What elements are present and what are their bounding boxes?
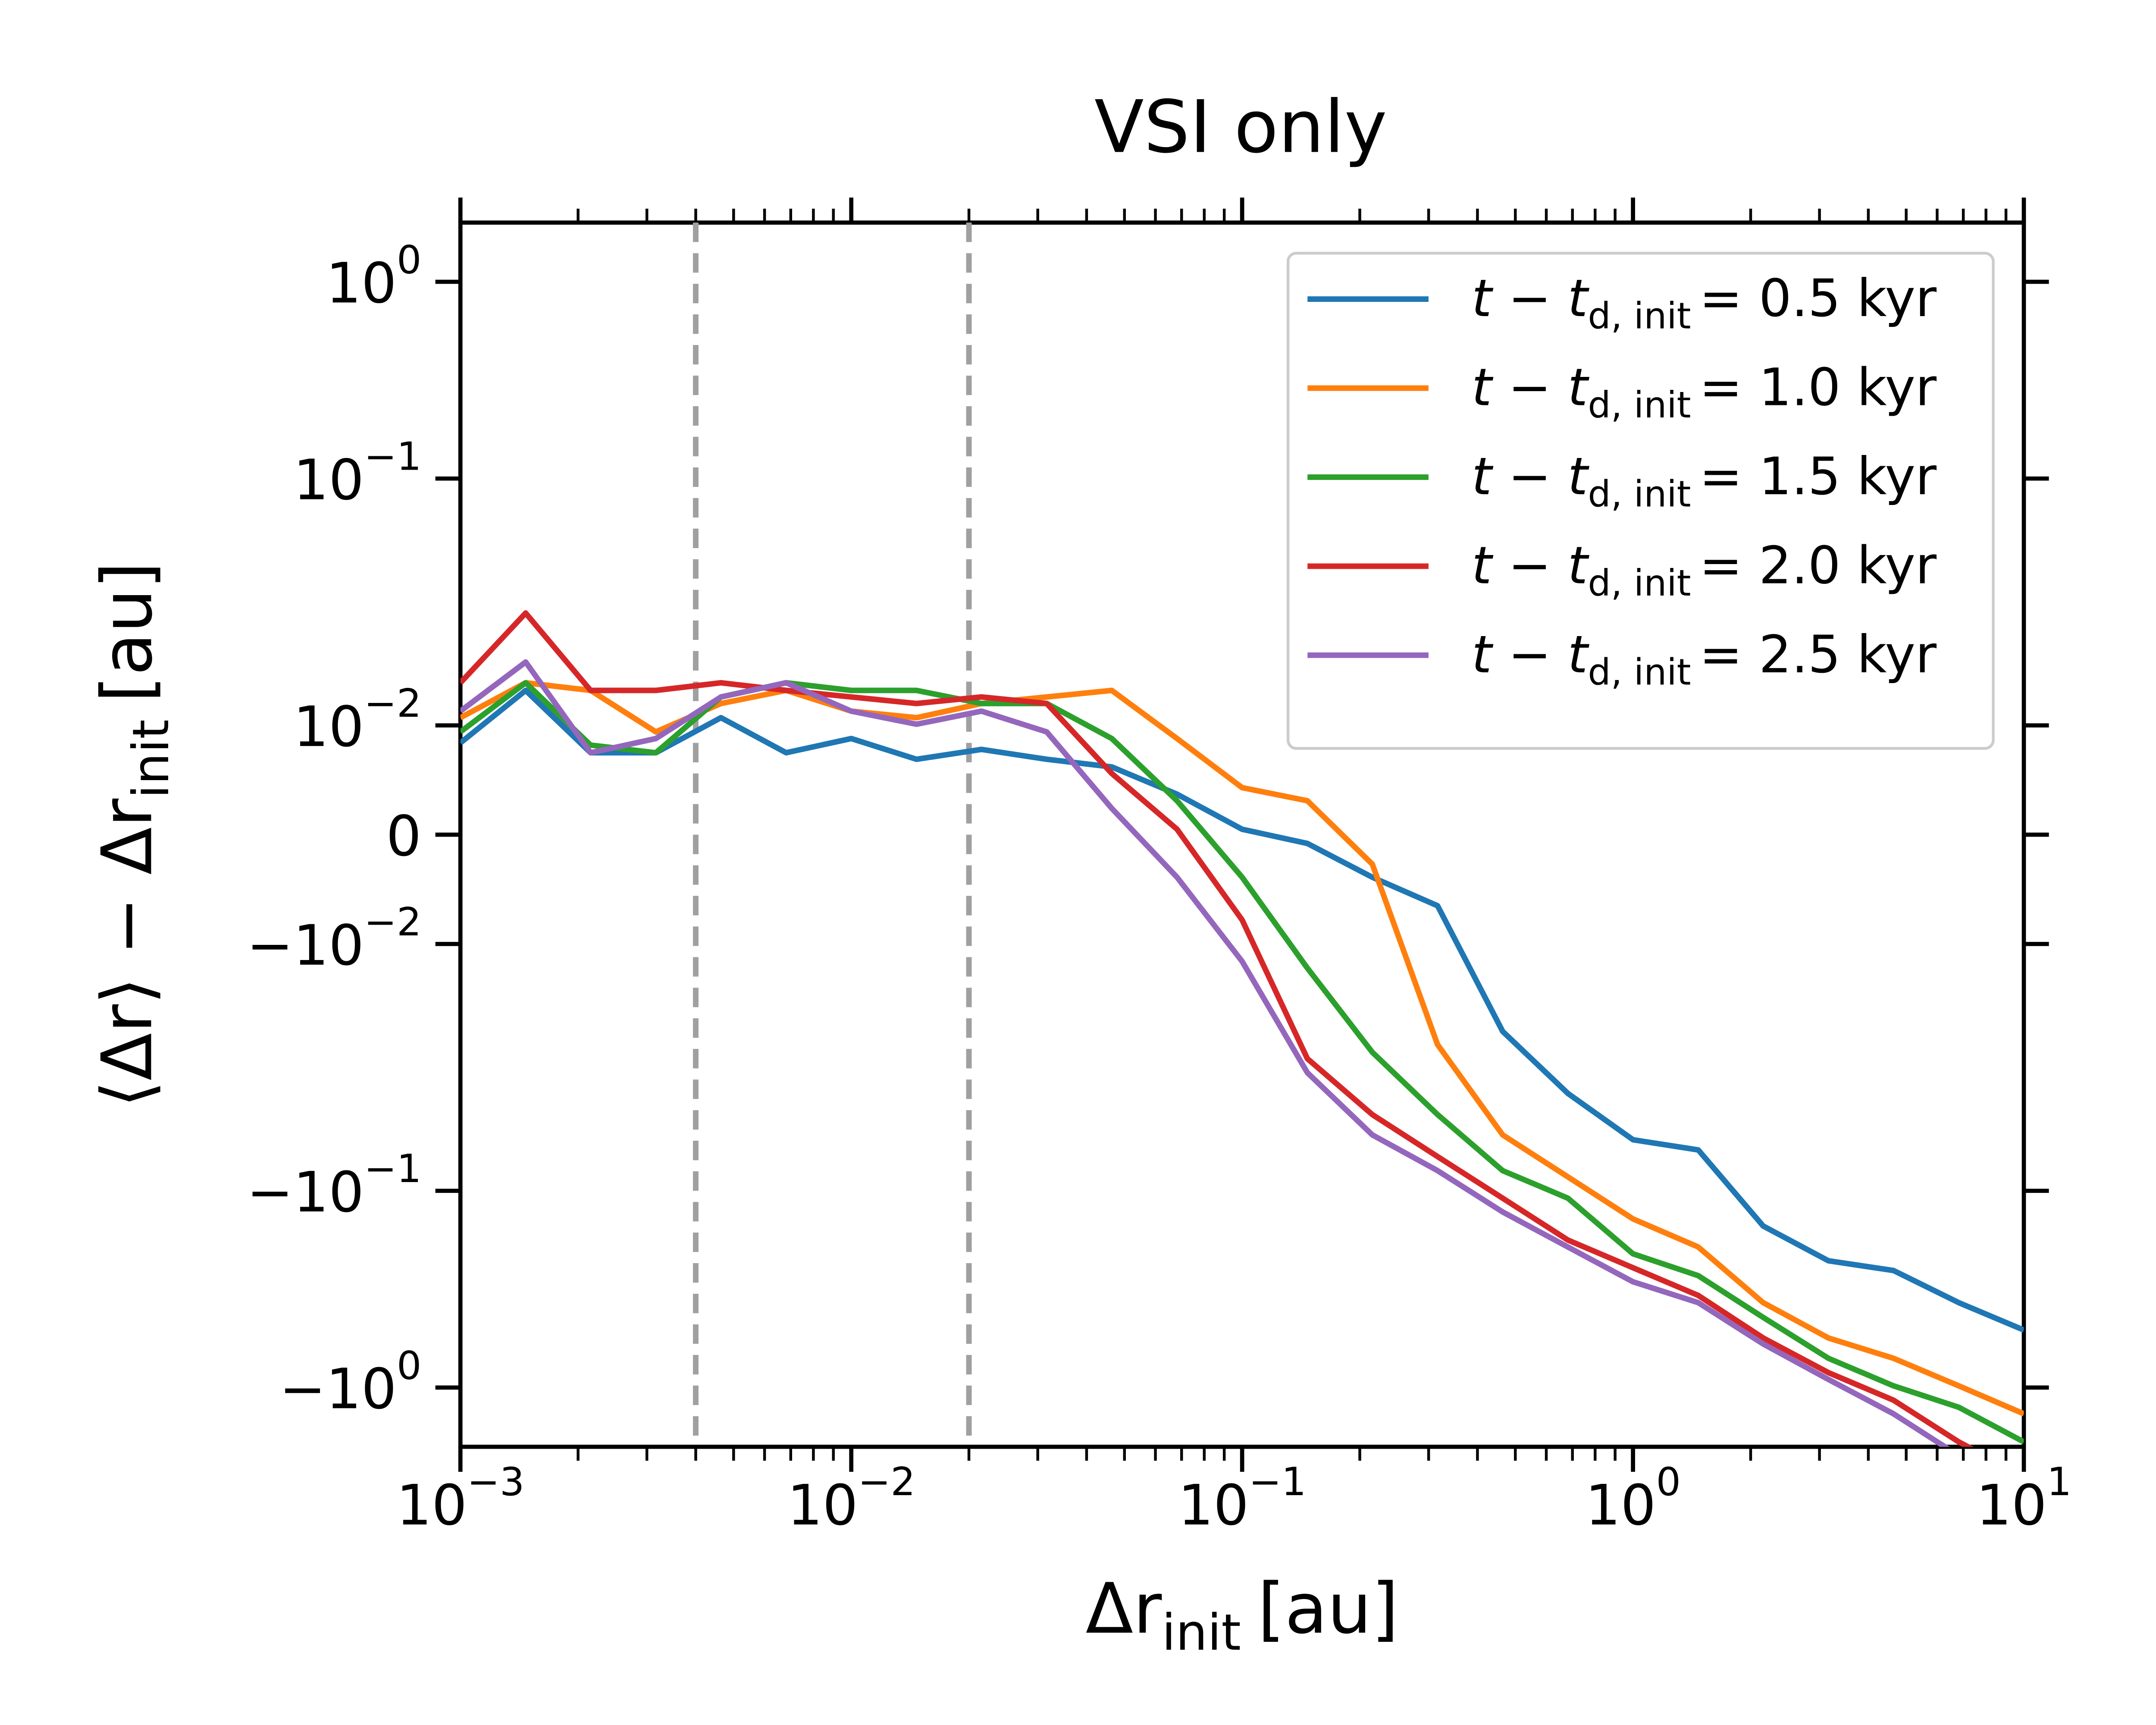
- legend-label-sub: d, init: [1588, 384, 1691, 426]
- x-tick-label-exponent: −3: [467, 1459, 524, 1505]
- x-tick-label-base: 10: [396, 1473, 467, 1538]
- y-tick-label-base: 10: [326, 251, 397, 316]
- legend-label: t − td, init = 1.5 kyr: [1472, 447, 1937, 515]
- x-tick-label-base: 10: [1585, 1473, 1656, 1538]
- x-tick-label: 10−2: [787, 1459, 915, 1538]
- legend-label-main: t − t: [1472, 625, 1590, 685]
- x-tick-label: 100: [1585, 1459, 1681, 1538]
- legend-label-tail: = 2.5 kyr: [1699, 625, 1937, 685]
- series-line: [460, 659, 1950, 1447]
- legend-label-main: t − t: [1472, 447, 1590, 507]
- legend-label-main: t − t: [1472, 536, 1590, 596]
- legend-label: t − td, init = 1.0 kyr: [1472, 358, 1937, 426]
- x-tick-label-base: 10: [1178, 1473, 1249, 1538]
- y-tick-label-base: −10: [279, 1357, 397, 1422]
- y-tick-label: 10−1: [293, 434, 421, 512]
- y-tick-label-base: −10: [247, 913, 364, 978]
- legend-label-tail: = 0.5 kyr: [1699, 269, 1937, 329]
- x-tick-label-exponent: −1: [1249, 1459, 1306, 1505]
- x-axis-label-main: Δr: [1086, 1568, 1162, 1650]
- legend-label: t − td, init = 2.0 kyr: [1472, 536, 1937, 604]
- x-tick-label: 101: [1976, 1459, 2072, 1538]
- y-tick-label: 100: [326, 237, 422, 316]
- x-tick-label: 10−1: [1178, 1459, 1306, 1538]
- y-tick-label: 10−2: [293, 681, 421, 759]
- y-tick-label-exponent: 0: [397, 237, 421, 282]
- series-line: [460, 687, 2024, 1333]
- y-tick-label-exponent: −2: [364, 681, 421, 726]
- y-tick-label-exponent: −2: [364, 900, 421, 945]
- legend-box: [1286, 251, 1995, 750]
- legend-label-tail: = 1.5 kyr: [1699, 447, 1937, 507]
- legend-label-tail: = 2.0 kyr: [1699, 536, 1937, 596]
- y-axis-label-sub: init: [122, 719, 180, 799]
- legend-label-main: t − t: [1472, 358, 1590, 417]
- x-tick-label-base: 10: [787, 1473, 858, 1538]
- legend-label-sub: d, init: [1588, 562, 1691, 604]
- y-tick-label: 0: [386, 804, 421, 869]
- series-line: [460, 610, 1974, 1447]
- legend-label-main: t − t: [1472, 269, 1590, 329]
- y-tick-label: −10−2: [247, 900, 421, 978]
- x-tick-label-base: 10: [1976, 1473, 2047, 1538]
- x-axis-label-sub: init: [1162, 1603, 1241, 1662]
- legend-label-sub: d, init: [1588, 473, 1691, 515]
- legend-label: t − td, init = 0.5 kyr: [1472, 269, 1937, 337]
- y-axis-label: ⟨Δr⟩ − Δrinit [au]: [87, 561, 180, 1107]
- y-tick-label-base: 10: [293, 695, 364, 759]
- y-tick-label-base: 10: [293, 448, 364, 513]
- x-tick-label: 10−3: [396, 1459, 524, 1538]
- legend-label-sub: d, init: [1588, 651, 1691, 693]
- y-tick-label: −10−1: [247, 1146, 421, 1225]
- y-axis-label-main: ⟨Δr⟩ − Δr: [87, 798, 168, 1107]
- y-tick-label: −100: [279, 1343, 422, 1421]
- y-tick-label-base: −10: [247, 1160, 364, 1225]
- x-axis-label-unit: [au]: [1258, 1568, 1399, 1650]
- chart-title: VSI only: [1094, 85, 1387, 169]
- x-tick-label-exponent: −2: [858, 1459, 915, 1505]
- x-axis-label: Δrinit [au]: [1086, 1568, 1399, 1662]
- y-tick-label-exponent: 0: [397, 1343, 421, 1388]
- x-tick-label-exponent: 0: [1656, 1459, 1680, 1505]
- y-tick-label-exponent: −1: [364, 1146, 421, 1192]
- series-line: [460, 680, 2024, 1417]
- legend-label: t − td, init = 2.5 kyr: [1472, 625, 1937, 693]
- legend-label-sub: d, init: [1588, 295, 1691, 337]
- legend-label-tail: = 1.0 kyr: [1699, 358, 1937, 417]
- x-tick-label-exponent: 1: [2047, 1459, 2071, 1505]
- y-tick-label-exponent: −1: [364, 434, 421, 479]
- y-axis-label-unit: [au]: [87, 561, 168, 703]
